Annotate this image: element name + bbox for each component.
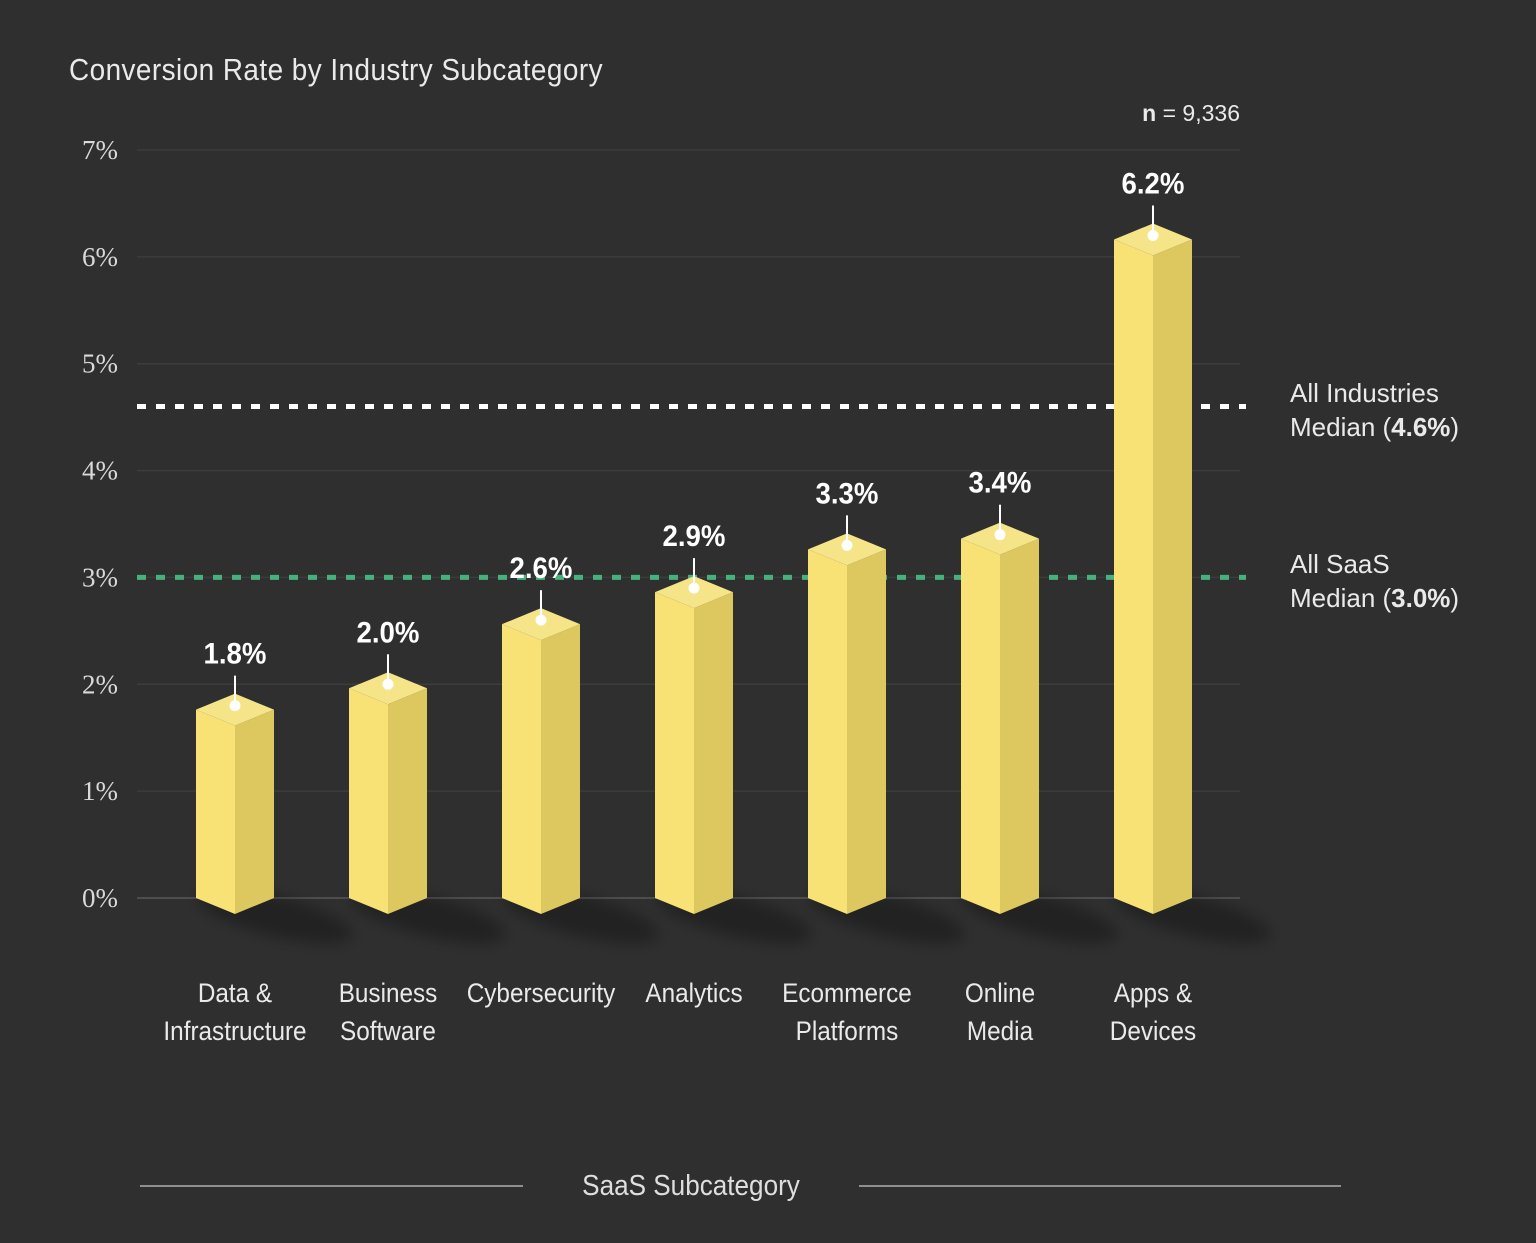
value-dot	[1147, 229, 1159, 241]
median-label-line1: All SaaS	[1290, 549, 1390, 579]
median-label-line2: Median (3.0%)	[1290, 583, 1460, 613]
value-label: 1.8%	[204, 638, 267, 671]
median-label-line1: All Industries	[1290, 378, 1439, 408]
sample-size-n: n	[1142, 100, 1157, 126]
x-axis-rule-left	[140, 1185, 523, 1187]
value-label: 6.2%	[1122, 167, 1185, 200]
y-axis-tick: 2%	[82, 669, 118, 699]
y-axis-tick: 4%	[82, 456, 118, 486]
bar-right-face	[847, 549, 886, 914]
bar-right-face	[1153, 239, 1192, 914]
bar-left-face	[349, 688, 388, 914]
category-label: Ecommerce Platforms	[782, 978, 912, 1046]
category-label: Cybersecurity	[466, 978, 616, 1008]
sample-size-value: = 9,336	[1156, 100, 1240, 126]
value-dot	[688, 582, 700, 594]
median-label-all-industries: All Industries Median (4.6%)	[1290, 376, 1459, 444]
bar-left-face	[1114, 239, 1153, 914]
y-axis-tick: 3%	[82, 562, 118, 592]
median-label-line2: Median (4.6%)	[1290, 412, 1460, 442]
bar-left-face	[196, 709, 235, 914]
category-label: Data & Infrastructure	[163, 978, 307, 1046]
y-axis-tick: 1%	[82, 776, 118, 806]
value-dot	[841, 539, 853, 551]
bar-right-face	[541, 624, 580, 914]
y-axis-tick: 7%	[82, 135, 118, 165]
y-axis-tick: 5%	[82, 349, 118, 379]
y-axis-tick: 6%	[82, 242, 118, 272]
value-dot	[994, 529, 1006, 541]
x-axis-rule-right	[859, 1185, 1341, 1187]
bar-left-face	[808, 549, 847, 914]
value-label: 2.0%	[357, 616, 420, 649]
category-label: Apps & Devices	[1109, 978, 1197, 1046]
median-label-all-saas: All SaaS Median (3.0%)	[1290, 547, 1459, 615]
bar-left-face	[961, 538, 1000, 914]
category-label: Business Software	[338, 978, 438, 1046]
bar-right-face	[1000, 538, 1039, 914]
value-label: 3.3%	[816, 477, 879, 510]
category-label: Analytics	[645, 978, 743, 1008]
bar-right-face	[694, 592, 733, 914]
bar-right-face	[235, 709, 274, 914]
bar-left-face	[655, 592, 694, 914]
value-label: 2.6%	[510, 552, 573, 585]
bar-left-face	[502, 624, 541, 914]
sample-size-label: n = 9,336	[1142, 100, 1240, 127]
x-axis-title: SaaS Subcategory	[582, 1170, 800, 1202]
value-label: 3.4%	[969, 467, 1032, 500]
category-label: Online Media	[964, 978, 1036, 1046]
chart-title: Conversion Rate by Industry Subcategory	[69, 52, 603, 87]
bar-right-face	[388, 688, 427, 914]
value-dot	[535, 614, 547, 626]
y-axis-tick: 0%	[82, 883, 118, 913]
value-label: 2.9%	[663, 520, 726, 553]
value-dot	[382, 678, 394, 690]
value-dot	[229, 700, 241, 712]
